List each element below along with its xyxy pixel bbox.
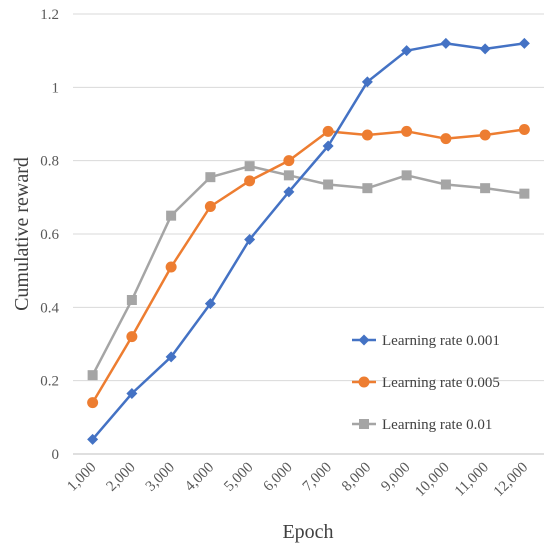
data-point	[87, 397, 99, 409]
y-tick-label: 0.6	[40, 227, 59, 243]
data-point	[440, 133, 452, 145]
data-point	[480, 183, 491, 194]
data-point	[244, 234, 256, 245]
data-point	[323, 179, 334, 190]
series-line	[91, 42, 525, 441]
x-axis-title: Epoch	[282, 521, 333, 543]
x-tick-label: 8,000	[339, 460, 374, 495]
data-point	[440, 179, 451, 190]
data-point	[401, 170, 412, 181]
y-tick-label: 0.2	[40, 374, 59, 390]
legend-marker	[358, 376, 370, 388]
data-point	[126, 388, 138, 399]
x-tick-label: 3,000	[143, 460, 178, 495]
legend: Learning rate 0.001 Learning rate 0.005 Le…	[352, 333, 500, 433]
data-point	[519, 188, 530, 199]
y-tick-label: 0	[52, 447, 60, 463]
x-tick-label: 5,000	[221, 460, 256, 495]
data-point	[165, 261, 177, 273]
series-3	[87, 161, 530, 381]
x-tick-label: 11,000	[452, 460, 492, 500]
data-point	[283, 186, 295, 198]
data-point	[518, 124, 530, 135]
data-point	[166, 210, 177, 221]
gridlines	[73, 13, 544, 455]
data-point	[126, 295, 137, 305]
legend-label: Learning rate 0.01	[382, 417, 492, 433]
legend-label: Learning rate 0.005	[382, 375, 500, 391]
y-tick-label: 0.8	[40, 154, 59, 170]
data-point	[479, 129, 491, 141]
x-tick-label: 10,000	[412, 460, 452, 500]
y-tick-label: 0.4	[40, 300, 59, 316]
data-point	[361, 129, 373, 141]
data-point	[283, 170, 294, 181]
x-tick-labels: 1,000 2,000 3,000 4,000 5,000 6,000 7,000 8,000…	[64, 460, 531, 500]
legend-marker	[359, 419, 369, 429]
legend-item: Learning rate 0.001	[352, 333, 500, 349]
data-point	[87, 370, 98, 381]
x-tick-label: 12,000	[491, 460, 531, 500]
x-tick-label: 2,000	[104, 460, 139, 495]
legend-item: Learning rate 0.01	[352, 417, 492, 433]
data-point	[205, 172, 216, 183]
data-point	[244, 161, 255, 172]
data-point	[244, 175, 256, 187]
data-point	[401, 45, 413, 57]
data-point	[322, 140, 334, 152]
y-tick-label: 1	[52, 80, 60, 96]
data-point	[322, 125, 334, 137]
data-point	[204, 298, 216, 310]
y-tick-labels: 0 0.2 0.4 0.6 0.8 1 1.2	[40, 7, 59, 463]
x-tick-label: 4,000	[182, 460, 217, 495]
series-1	[87, 37, 530, 445]
data-point	[362, 183, 373, 194]
data-point	[479, 43, 491, 55]
series-line	[91, 128, 525, 404]
data-point	[283, 155, 295, 167]
y-axis-title: Cumulative reward	[11, 157, 33, 311]
data-point	[165, 351, 177, 363]
y-tick-label: 1.2	[40, 7, 59, 23]
legend-label: Learning rate 0.001	[382, 333, 500, 349]
x-tick-label: 7,000	[300, 460, 335, 495]
series-group	[87, 37, 530, 445]
data-point	[440, 37, 452, 49]
x-tick-label: 6,000	[261, 460, 296, 495]
data-point	[204, 201, 216, 212]
x-tick-label: 1,000	[64, 460, 99, 495]
data-point	[518, 37, 530, 49]
series-2	[87, 124, 530, 409]
legend-item: Learning rate 0.005	[352, 375, 500, 391]
data-point	[126, 331, 138, 343]
legend-marker	[358, 334, 370, 346]
x-tick-label: 9,000	[378, 460, 413, 495]
data-point	[401, 125, 413, 137]
data-point	[361, 76, 373, 88]
series-line	[91, 164, 525, 376]
data-point	[87, 433, 99, 445]
